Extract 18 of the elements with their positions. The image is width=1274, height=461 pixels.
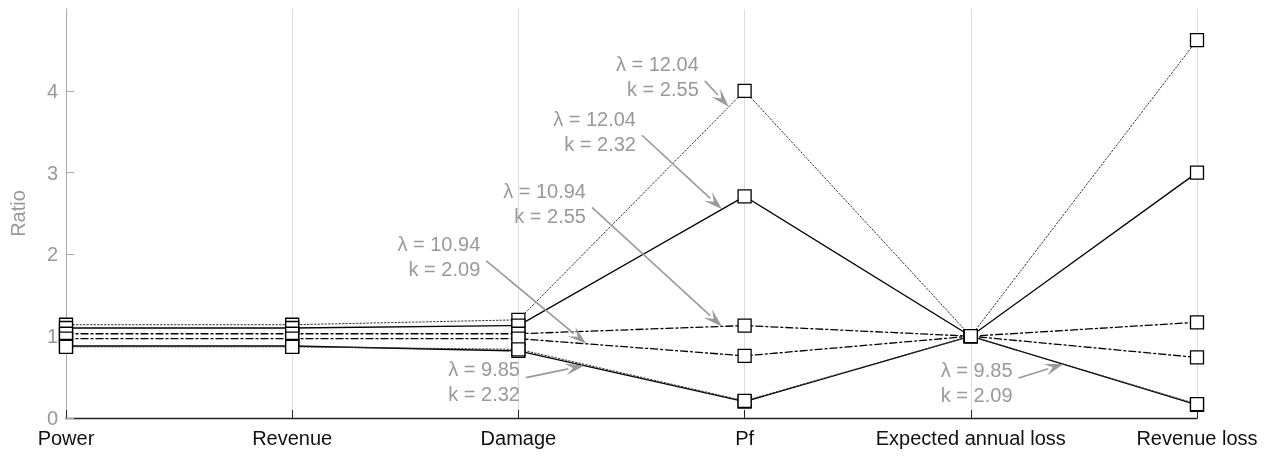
series-label: λ = 12.04 k = 2.55: [615, 53, 699, 101]
series-label: λ = 9.85 k = 2.09: [940, 358, 1013, 406]
x-tick-label: Damage: [480, 427, 557, 449]
y-tick-label: 0: [46, 407, 58, 429]
series-label: λ = 9.85 k = 2.32: [448, 358, 520, 406]
x-tick-label: Revenue: [252, 427, 333, 449]
y-tick-label: 2: [46, 243, 58, 266]
y-axis-title: Ratio: [7, 190, 29, 237]
text: λ = 12.04 k = 2.32: [553, 107, 636, 155]
y-tick-label: 4: [46, 79, 58, 102]
text: λ = 10.94 k = 2.09: [397, 233, 481, 281]
x-tick-label: Power: [37, 427, 95, 449]
x-tick-label: Pf: [735, 427, 755, 449]
text: λ = 10.94 k = 2.55: [503, 179, 586, 227]
x-tick-label: Expected annual loss: [875, 427, 1066, 449]
y-tick-label: 1: [46, 325, 58, 348]
y-tick-label: 3: [46, 161, 58, 184]
x-tick-label: Revenue loss: [1136, 427, 1258, 449]
